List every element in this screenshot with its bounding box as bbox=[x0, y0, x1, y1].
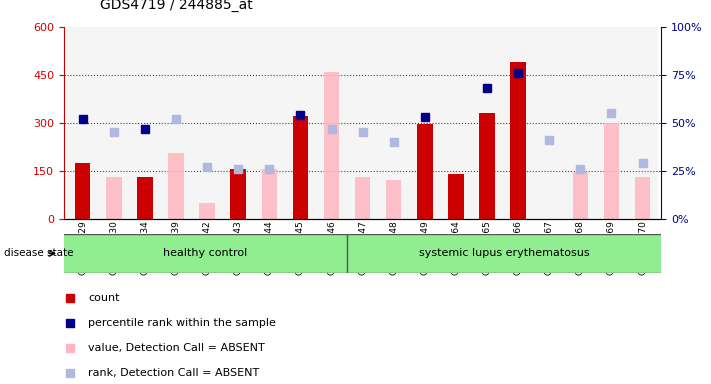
Bar bbox=[565, 27, 596, 219]
Bar bbox=[199, 203, 215, 219]
Bar bbox=[129, 27, 161, 219]
Bar bbox=[161, 27, 191, 219]
Bar bbox=[347, 234, 661, 273]
Bar bbox=[316, 27, 347, 219]
Bar bbox=[417, 124, 432, 219]
Text: GDS4719 / 244885_at: GDS4719 / 244885_at bbox=[100, 0, 252, 12]
Bar bbox=[230, 169, 246, 219]
Bar bbox=[572, 172, 588, 219]
Bar bbox=[254, 27, 285, 219]
Bar bbox=[98, 27, 129, 219]
Text: healthy control: healthy control bbox=[164, 248, 247, 258]
Bar bbox=[627, 27, 658, 219]
Bar bbox=[440, 27, 471, 219]
Text: systemic lupus erythematosus: systemic lupus erythematosus bbox=[419, 248, 589, 258]
Bar bbox=[324, 72, 339, 219]
Bar bbox=[262, 169, 277, 219]
Bar bbox=[596, 27, 627, 219]
Text: rank, Detection Call = ABSENT: rank, Detection Call = ABSENT bbox=[88, 368, 259, 378]
Bar bbox=[448, 174, 464, 219]
Bar bbox=[635, 177, 651, 219]
Bar bbox=[471, 27, 503, 219]
Bar bbox=[169, 153, 183, 219]
Bar bbox=[510, 62, 526, 219]
Bar bbox=[106, 177, 122, 219]
Bar bbox=[410, 27, 440, 219]
Bar bbox=[386, 180, 402, 219]
Bar bbox=[503, 27, 534, 219]
Text: disease state: disease state bbox=[4, 248, 73, 258]
Bar bbox=[285, 27, 316, 219]
Text: percentile rank within the sample: percentile rank within the sample bbox=[88, 318, 276, 328]
Bar bbox=[223, 27, 254, 219]
Bar bbox=[604, 123, 619, 219]
Bar bbox=[137, 177, 153, 219]
Text: value, Detection Call = ABSENT: value, Detection Call = ABSENT bbox=[88, 343, 264, 353]
Bar bbox=[355, 177, 370, 219]
Bar bbox=[479, 113, 495, 219]
Bar bbox=[75, 163, 90, 219]
Bar bbox=[67, 27, 98, 219]
Bar bbox=[191, 27, 223, 219]
Bar bbox=[347, 27, 378, 219]
Bar bbox=[293, 116, 308, 219]
Bar bbox=[64, 234, 347, 273]
Text: count: count bbox=[88, 293, 119, 303]
Bar bbox=[378, 27, 410, 219]
Bar bbox=[230, 190, 246, 219]
Bar bbox=[534, 27, 565, 219]
